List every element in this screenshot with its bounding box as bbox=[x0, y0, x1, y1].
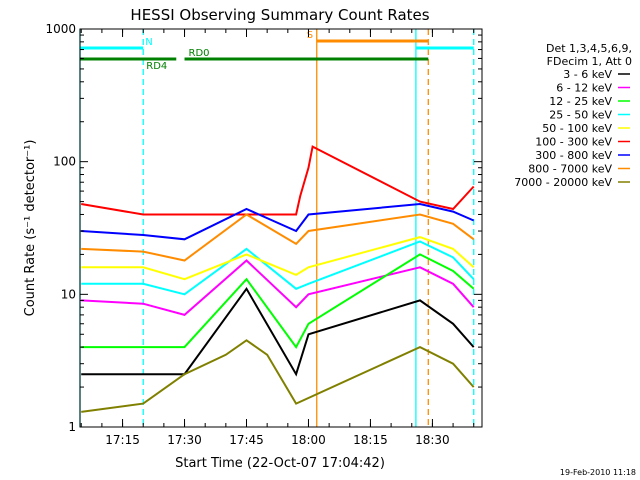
legend: Det 1,3,4,5,6,9,FDecim 1, Att 03 - 6 keV… bbox=[514, 42, 632, 189]
legend-label-2: 12 - 25 keV bbox=[549, 95, 612, 108]
annotation-label-4: RD0 bbox=[189, 48, 210, 59]
x-axis-label: Start Time (22-Oct-07 17:04:42) bbox=[175, 456, 385, 471]
series-line-7 bbox=[81, 213, 475, 262]
plot-area: N S RD4 RD0 bbox=[79, 29, 475, 427]
series-line-0 bbox=[81, 286, 475, 377]
series-line-5 bbox=[81, 145, 475, 216]
series-line-6 bbox=[81, 202, 475, 241]
legend-label-8: 7000 - 20000 keV bbox=[514, 176, 612, 189]
y-axis-label: Count Rate (s⁻¹ detector⁻¹) bbox=[23, 140, 38, 317]
series-line-8 bbox=[81, 339, 475, 413]
annotation-label-3: RD4 bbox=[146, 61, 167, 72]
axes: 1 10 100 1000 17:15 17:30 17:45 18:00 18:15 18:30 bbox=[45, 22, 482, 447]
x-tick-label-5: 18:30 bbox=[415, 433, 450, 447]
legend-label-4: 50 - 100 keV bbox=[542, 122, 612, 135]
legend-header-1: FDecim 1, Att 0 bbox=[547, 55, 632, 68]
legend-header-0: Det 1,3,4,5,6,9, bbox=[546, 42, 632, 55]
legend-label-0: 3 - 6 keV bbox=[563, 68, 612, 81]
series-line-1 bbox=[81, 259, 475, 317]
x-tick-label-0: 17:15 bbox=[105, 433, 140, 447]
legend-label-5: 100 - 300 keV bbox=[535, 136, 612, 149]
annotation-label-0: N bbox=[145, 37, 152, 48]
y-tick-label-3: 1000 bbox=[45, 22, 76, 36]
series-line-3 bbox=[81, 240, 475, 296]
series-line-4 bbox=[81, 236, 475, 281]
series-line-2 bbox=[81, 253, 475, 349]
y-tick-label-2: 100 bbox=[53, 155, 76, 169]
legend-label-6: 300 - 800 keV bbox=[535, 149, 612, 162]
y-tick-label-1: 10 bbox=[61, 287, 76, 301]
x-tick-label-4: 18:15 bbox=[353, 433, 388, 447]
chart-title: HESSI Observing Summary Count Rates bbox=[130, 6, 429, 24]
legend-label-3: 25 - 50 keV bbox=[549, 109, 612, 122]
legend-label-7: 800 - 7000 keV bbox=[528, 163, 612, 176]
y-tick-label-0: 1 bbox=[68, 420, 76, 434]
footer-date: 19-Feb-2010 11:18 bbox=[560, 468, 636, 477]
annotation-label-2: S bbox=[307, 30, 313, 41]
x-tick-label-3: 18:00 bbox=[291, 433, 326, 447]
x-tick-label-2: 17:45 bbox=[229, 433, 264, 447]
legend-label-1: 6 - 12 keV bbox=[556, 82, 612, 95]
x-tick-label-1: 17:30 bbox=[167, 433, 202, 447]
plot-frame bbox=[79, 28, 483, 428]
